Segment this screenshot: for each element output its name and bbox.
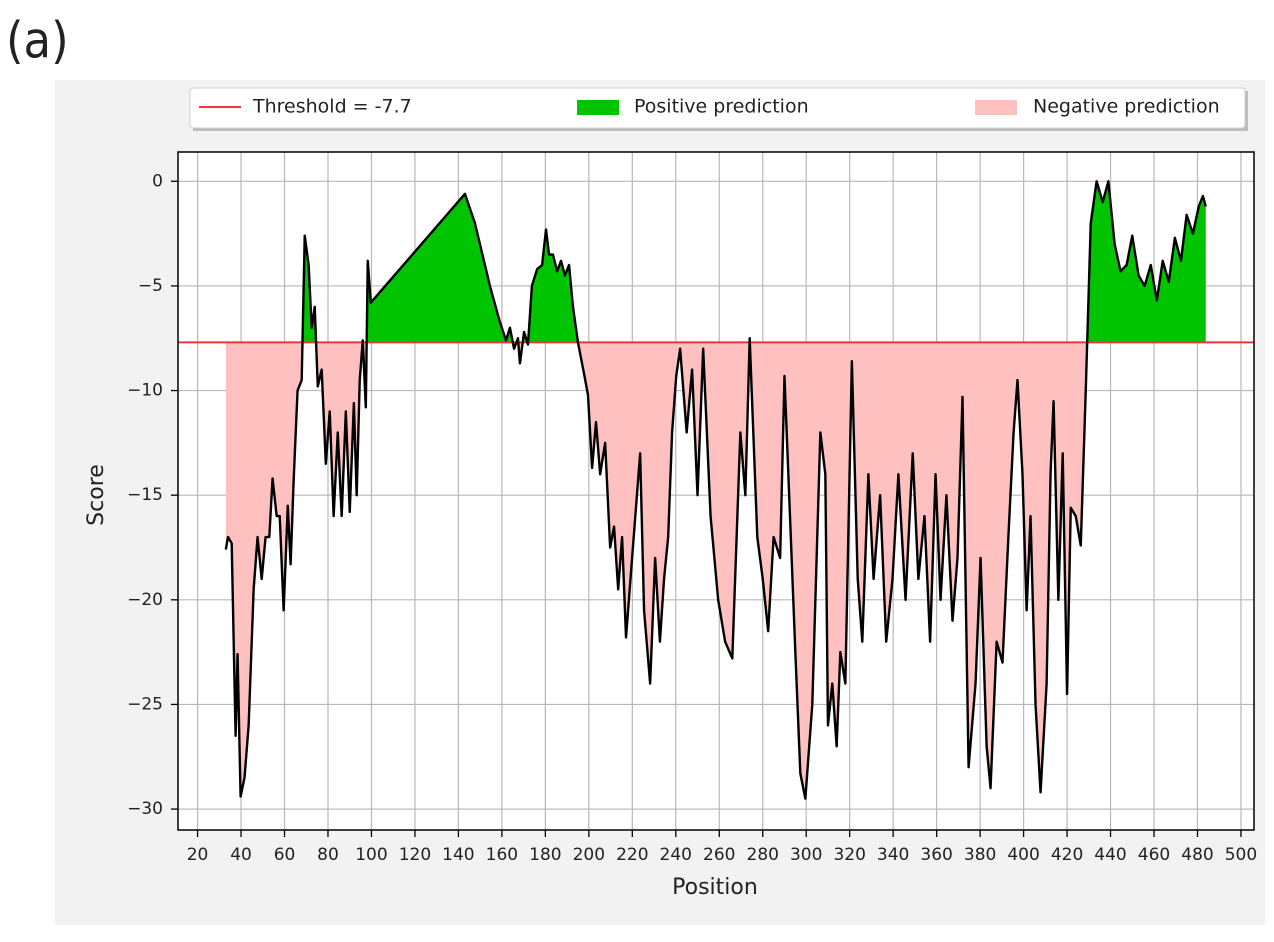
x-tick-label: 400: [1007, 845, 1039, 865]
x-tick-label: 160: [486, 845, 518, 865]
x-tick-label: 80: [317, 845, 339, 865]
x-tick-label: 180: [529, 845, 561, 865]
x-tick-label: 20: [187, 845, 209, 865]
legend-label: Positive prediction: [634, 96, 809, 118]
x-tick-label: 240: [660, 845, 692, 865]
score-line: [224, 180, 1207, 800]
x-tick-label: 340: [877, 845, 909, 865]
x-tick-label: 280: [747, 845, 779, 865]
x-tick-label: 500: [1225, 845, 1257, 865]
legend-label: Negative prediction: [1033, 96, 1220, 118]
x-tick-label: 40: [230, 845, 252, 865]
panel-label: (a): [6, 12, 69, 70]
legend: [189, 87, 1246, 129]
y-tick-label: −20: [127, 590, 163, 610]
x-tick-label: 260: [703, 845, 735, 865]
x-tick-label: 60: [274, 845, 296, 865]
x-tick-label: 320: [833, 845, 865, 865]
y-tick-label: −15: [127, 485, 163, 505]
x-tick-label: 360: [920, 845, 952, 865]
x-tick-label: 460: [1138, 845, 1170, 865]
y-axis-label: Score: [84, 464, 109, 526]
y-tick-label: −10: [127, 381, 163, 401]
plot-frame: [177, 151, 1255, 831]
x-tick-label: 120: [399, 845, 431, 865]
x-tick-label: 420: [1051, 845, 1083, 865]
legend-negative-swatch: [975, 100, 1017, 115]
x-tick-label: 200: [573, 845, 605, 865]
x-tick-label: 380: [964, 845, 996, 865]
x-tick-label: 300: [790, 845, 822, 865]
x-axis-label: Position: [672, 875, 758, 900]
y-tick-label: −25: [127, 694, 163, 714]
x-tick-label: 480: [1181, 845, 1213, 865]
y-tick-label: −5: [138, 276, 163, 296]
marks: [178, 180, 1254, 800]
x-tick-label: 440: [1094, 845, 1126, 865]
x-tick-label: 100: [355, 845, 387, 865]
y-tick-label: 0: [152, 171, 163, 191]
x-tick-label: 220: [616, 845, 648, 865]
y-tick-label: −30: [127, 799, 163, 819]
x-tick-label: 140: [442, 845, 474, 865]
legend-label: Threshold = -7.7: [252, 96, 412, 118]
legend-positive-swatch: [577, 100, 619, 115]
